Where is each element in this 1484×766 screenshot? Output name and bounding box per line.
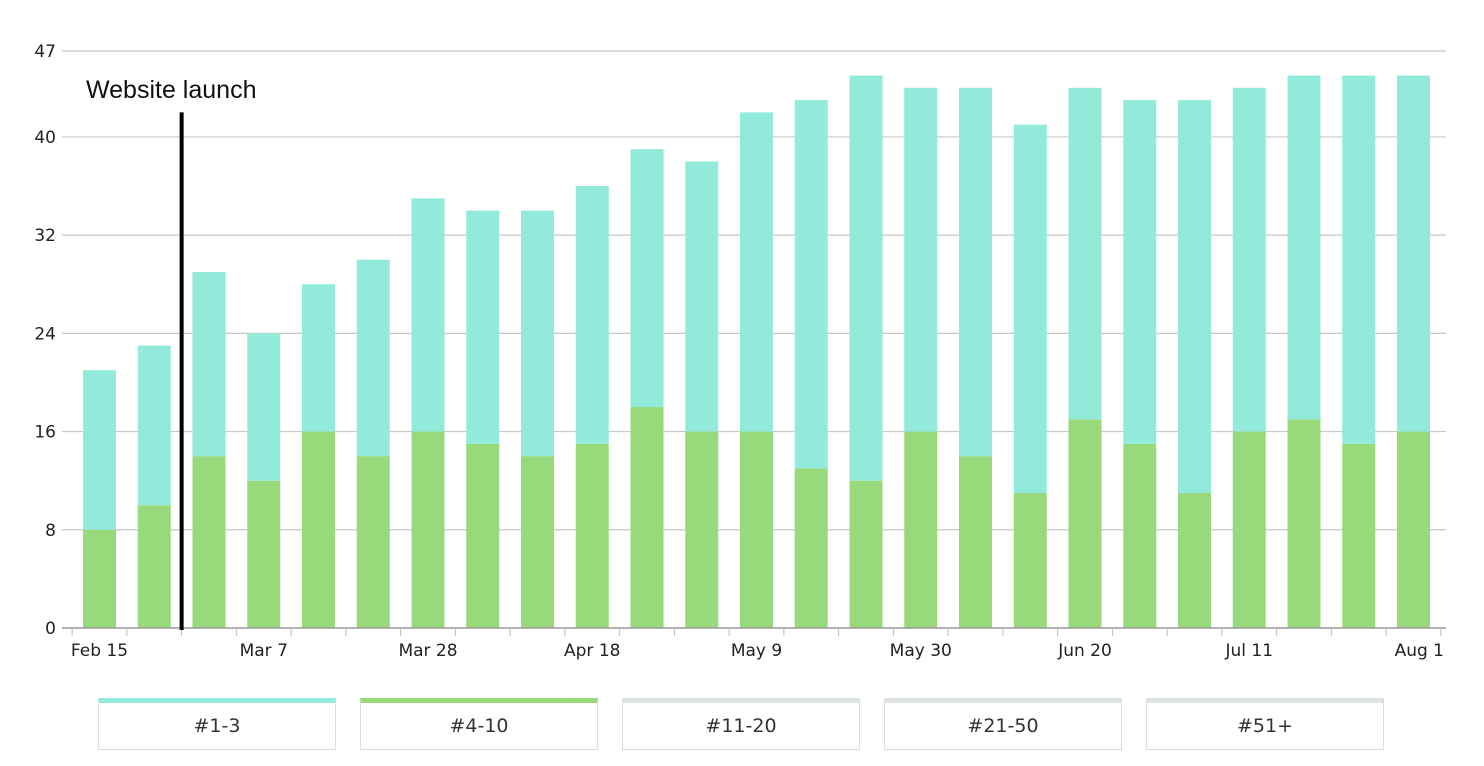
bar-segment-4-10 [247,480,281,628]
bar-segment-1-3 [521,210,554,457]
legend-label: #51+ [1236,715,1294,737]
bar-segment-4-10 [192,456,226,628]
bar-segment-4-10 [1013,492,1047,628]
bar-segment-4-10 [1178,492,1211,628]
bar-segment-4-10 [1232,431,1266,628]
bar-segment-1-3 [1342,75,1376,444]
bar-segment-1-3 [1232,87,1266,432]
bar-segment-1-3 [411,198,445,432]
stacked-bar-chart: 0 8 16 24 32 40 47 Feb 15 Mar 7 Mar 28 Apr 18 May … [34,42,1446,661]
y-tick-label: 8 [45,521,56,541]
bar-segment-4-10 [904,431,938,628]
bar-segment-1-3 [356,259,390,457]
bar-segment-4-10 [1123,443,1157,628]
x-tick-label: Apr 18 [564,641,620,661]
bar-segment-1-3 [137,345,171,506]
bar-segment-1-3 [1068,87,1102,420]
bar-segment-4-10 [137,505,171,628]
bar-segment-4-10 [1068,419,1102,628]
x-tick-label: Feb 15 [71,641,128,661]
bars [83,75,1430,628]
bar-segment-1-3 [466,210,500,444]
legend-label: #21-50 [967,715,1039,737]
bar-segment-4-10 [521,456,554,628]
bar-segment-1-3 [1397,75,1430,432]
bar-segment-1-3 [794,100,828,469]
bar-segment-4-10 [575,443,609,628]
bar-segment-4-10 [685,431,719,628]
y-axis-tick-labels: 0 8 16 24 32 40 47 [34,42,56,639]
bar-segment-1-3 [247,333,281,481]
legend-label: #4-10 [449,715,509,737]
bar-segment-4-10 [302,431,335,628]
bar-segment-4-10 [466,443,500,628]
y-tick-label: 24 [34,324,56,344]
bar-segment-1-3 [192,271,226,457]
bar-segment-4-10 [83,529,116,628]
x-tick-label: May 30 [890,641,952,661]
y-tick-label: 32 [34,226,56,246]
x-axis: Feb 15 Mar 7 Mar 28 Apr 18 May 9 May 30 Jun 20… [62,627,1446,661]
x-tick-label: Jul 11 [1224,641,1273,661]
legend-label: #1-3 [193,715,241,737]
launch-annotation-label: Website launch [86,76,256,104]
launch-annotation: Website launch [86,76,256,630]
bar-segment-4-10 [630,407,664,628]
bar-segment-1-3 [685,161,719,432]
bar-segment-1-3 [83,370,116,530]
bar-segment-1-3 [630,149,664,408]
legend: #1-3 #4-10 #11-20 #21-50 #51+ [98,698,1384,750]
x-tick-label: Mar 28 [398,641,457,661]
bar-segment-4-10 [959,456,992,628]
bar-segment-1-3 [1013,124,1047,493]
legend-item-4-10[interactable]: #4-10 [360,698,598,750]
y-tick-label: 16 [34,423,56,443]
bar-segment-1-3 [1123,100,1157,444]
bar-segment-1-3 [575,186,609,444]
bar-segment-1-3 [959,87,992,457]
x-tick-label: May 9 [731,641,782,661]
x-tick-label: Aug 1 [1395,641,1444,661]
legend-label: #11-20 [705,715,777,737]
bar-segment-4-10 [794,468,828,628]
x-tick-label: Jun 20 [1057,641,1112,661]
bar-segment-4-10 [740,431,773,628]
legend-item-11-20[interactable]: #11-20 [622,698,860,750]
bar-segment-4-10 [1342,443,1376,628]
legend-item-21-50[interactable]: #21-50 [884,698,1122,750]
bar-segment-4-10 [411,431,445,628]
y-tick-label: 47 [34,42,56,62]
bar-segment-1-3 [1178,100,1211,493]
bar-segment-4-10 [849,480,883,628]
bar-segment-1-3 [302,284,335,432]
y-tick-label: 40 [34,128,56,148]
bar-segment-1-3 [1287,75,1321,420]
bar-segment-4-10 [1397,431,1430,628]
bar-segment-1-3 [849,75,883,481]
bar-segment-4-10 [1287,419,1321,628]
x-tick-label: Mar 7 [240,641,288,661]
bar-segment-1-3 [740,112,773,432]
bar-segment-4-10 [356,456,390,628]
bar-segment-1-3 [904,87,938,432]
legend-item-1-3[interactable]: #1-3 [98,698,336,750]
legend-item-51-plus[interactable]: #51+ [1146,698,1384,750]
y-tick-label: 0 [45,619,56,639]
